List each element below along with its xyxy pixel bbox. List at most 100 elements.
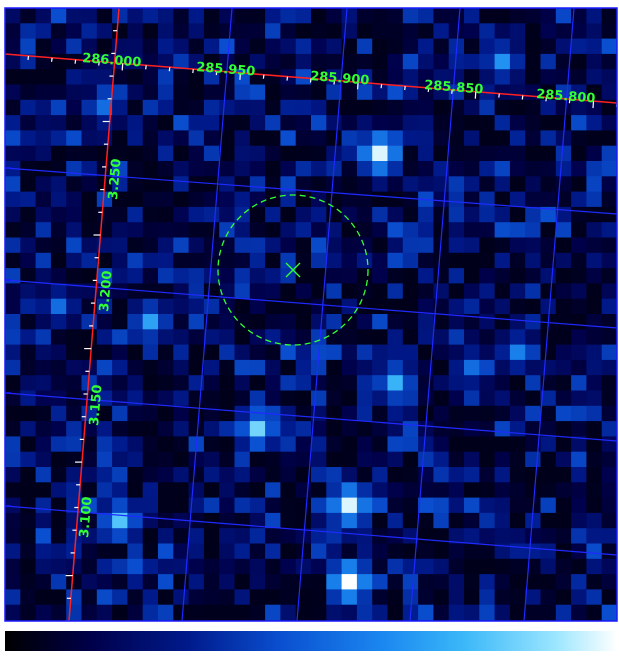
sky-pixel xyxy=(20,130,36,147)
sky-pixel xyxy=(127,512,144,529)
sky-pixel xyxy=(81,99,98,116)
sky-pixel xyxy=(280,451,297,468)
sky-pixel xyxy=(50,283,67,300)
sky-pixel xyxy=(341,145,358,162)
sky-pixel xyxy=(540,574,557,590)
sky-pixel xyxy=(464,482,480,498)
sky-pixel xyxy=(356,390,373,407)
sky-pixel xyxy=(142,359,159,376)
sky-pixel xyxy=(479,467,495,483)
sky-pixel xyxy=(571,528,587,544)
sky-pixel xyxy=(158,359,174,376)
sky-pixel xyxy=(356,467,373,483)
sky-pixel xyxy=(265,375,281,391)
sky-pixel xyxy=(5,421,21,437)
sky-pixel xyxy=(173,99,189,116)
region-circle[interactable] xyxy=(217,194,369,346)
sky-pixel xyxy=(188,191,205,208)
sky-pixel xyxy=(66,161,82,177)
sky-pixel xyxy=(494,512,511,529)
sky-pixel xyxy=(295,405,312,422)
sky-pixel xyxy=(372,252,388,269)
sky-pixel xyxy=(234,8,251,24)
sky-pixel xyxy=(356,574,373,590)
sky-pixel xyxy=(249,115,266,131)
sky-pixel xyxy=(96,314,113,330)
sky-pixel xyxy=(265,436,281,453)
sky-pixel xyxy=(356,528,373,544)
sky-pixel xyxy=(234,359,251,376)
sky-pixel xyxy=(234,283,251,300)
sky-pixel xyxy=(20,497,36,514)
sky-pixel xyxy=(50,69,67,85)
sky-pixel xyxy=(509,130,526,147)
sky-pixel xyxy=(234,390,251,407)
sky-pixel xyxy=(50,53,67,70)
sky-pixel xyxy=(50,451,67,468)
colorbar[interactable] xyxy=(5,631,617,651)
sky-pixel xyxy=(5,23,21,39)
sky-pixel xyxy=(326,405,342,422)
sky-pixel xyxy=(311,130,327,147)
sky-pixel xyxy=(402,115,419,131)
sky-pixel xyxy=(127,222,144,238)
sky-pixel xyxy=(494,558,511,575)
sky-pixel xyxy=(96,421,113,437)
sky-pixel xyxy=(188,467,205,483)
sky-pixel xyxy=(280,206,297,223)
sky-pixel xyxy=(402,344,419,361)
sky-pixel xyxy=(387,589,404,606)
ra-tick xyxy=(74,59,77,64)
sky-pixel xyxy=(418,145,434,162)
sky-pixel xyxy=(418,298,434,315)
sky-pixel xyxy=(479,405,495,422)
sky-pixel xyxy=(203,268,220,284)
sky-pixel xyxy=(448,589,465,606)
sky-pixel xyxy=(142,482,159,498)
sky-pixel xyxy=(20,482,36,498)
sky-pixel xyxy=(203,23,220,39)
sky-pixel xyxy=(35,161,52,177)
sky-pixel xyxy=(50,589,67,606)
sky-pixel xyxy=(234,53,251,70)
sky-pixel xyxy=(464,574,480,590)
region-circle-outline[interactable] xyxy=(217,194,369,346)
sky-pixel xyxy=(571,574,587,590)
sky-pixel xyxy=(188,314,205,330)
sky-pixel xyxy=(142,222,159,238)
sky-pixel xyxy=(433,589,450,606)
sky-pixel xyxy=(96,252,113,269)
sky-pixel xyxy=(341,237,358,254)
sky-pixel xyxy=(127,298,144,315)
sky-pixel xyxy=(464,405,480,422)
sky-pixel xyxy=(158,298,174,315)
sky-pixel xyxy=(127,8,144,24)
sky-pixel xyxy=(341,421,358,437)
sky-pixel xyxy=(66,298,82,315)
sky-pixel xyxy=(265,528,281,544)
ra-label-286000: 286.000 xyxy=(82,51,142,71)
sky-pixel xyxy=(509,191,526,208)
sky-pixel xyxy=(372,298,388,315)
sky-pixel xyxy=(571,451,587,468)
sky-pixel xyxy=(219,283,235,300)
sky-pixel xyxy=(571,252,587,269)
sky-pixel xyxy=(142,252,159,269)
sky-pixel xyxy=(280,344,297,361)
sky-pixel xyxy=(173,451,189,468)
sky-pixel xyxy=(5,283,21,300)
sky-pixel xyxy=(402,268,419,284)
sky-pixel xyxy=(35,23,52,39)
sky-pixel xyxy=(448,467,465,483)
sky-pixel xyxy=(372,390,388,407)
sky-pixel xyxy=(571,53,587,70)
sky-pixel xyxy=(372,191,388,208)
sky-pixel xyxy=(50,237,67,254)
sky-pixel xyxy=(601,298,618,315)
sky-pixel xyxy=(20,252,36,269)
sky-pixel xyxy=(234,329,251,345)
sky-pixel xyxy=(448,130,465,147)
sky-pixel xyxy=(555,467,572,483)
